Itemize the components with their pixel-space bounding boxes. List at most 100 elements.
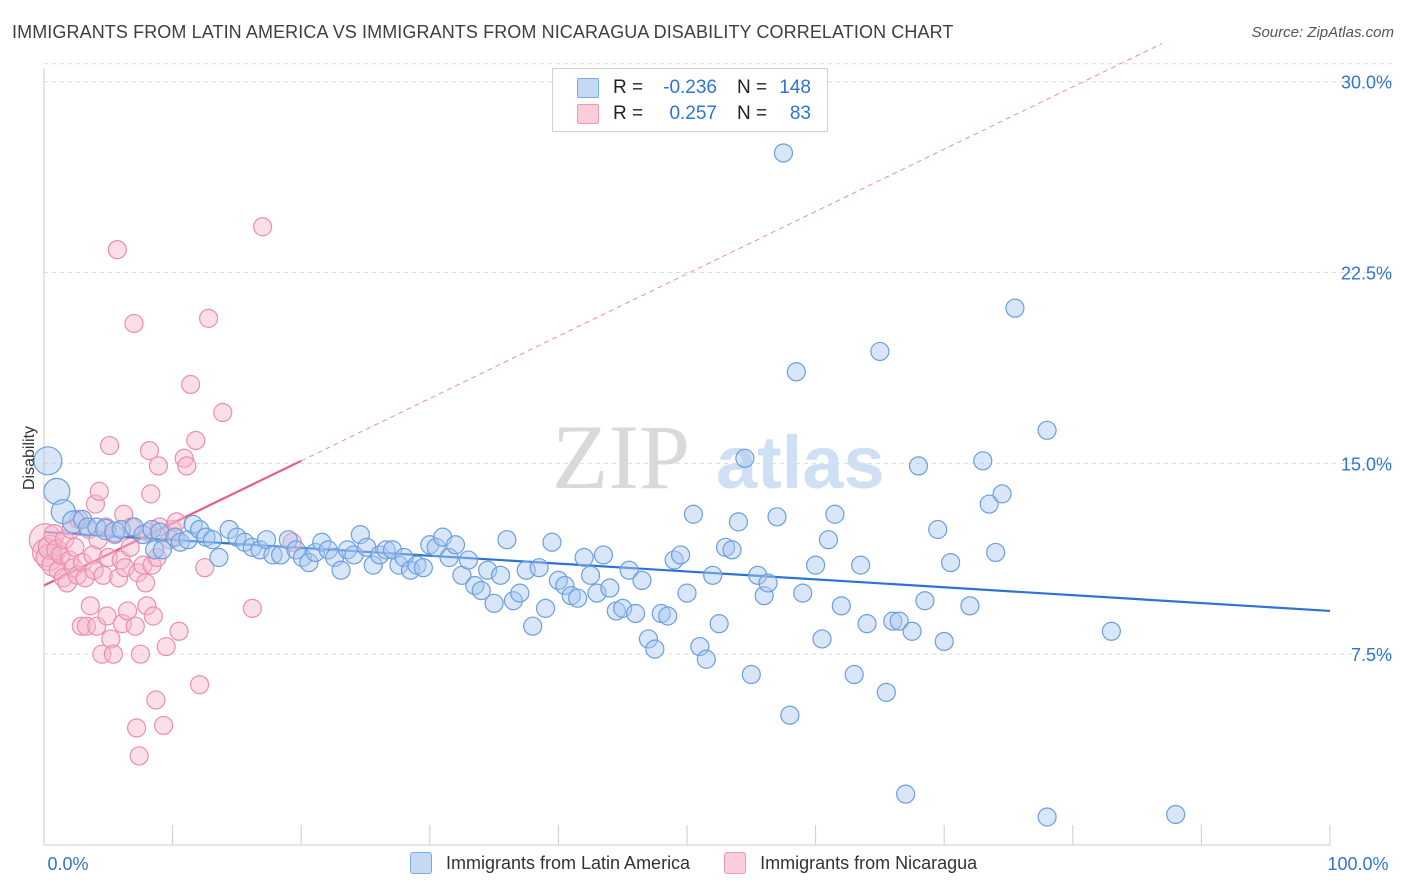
latin-america-point-64 (484, 593, 504, 613)
nicaragua-point-33 (97, 606, 117, 626)
nicaragua-point-27 (87, 616, 107, 636)
nicaragua-point-58 (139, 441, 160, 461)
nicaragua-point-56 (137, 596, 157, 616)
latin-america-point-0 (33, 446, 63, 476)
nicaragua-point-21 (76, 616, 97, 636)
latin-america-point-34 (292, 547, 313, 568)
trend-line-nicaragua-extension (300, 43, 1163, 462)
n-value: 148 (779, 77, 811, 98)
nicaragua-point-29 (89, 481, 109, 501)
latin-america-point-7 (95, 518, 117, 541)
latin-america-point-94 (677, 583, 697, 603)
nicaragua-point-24 (83, 545, 103, 565)
latin-america-point-84 (613, 598, 633, 618)
watermark-zip: ZIP (552, 406, 690, 508)
nicaragua-point-49 (125, 616, 145, 636)
latin-america-point-99 (709, 614, 729, 634)
nicaragua-point-30 (92, 644, 112, 664)
latin-america-point-22 (202, 530, 223, 550)
latin-america-point-106 (754, 586, 774, 606)
stats-row-nicaragua: R = 0.257 N = 83 (577, 102, 811, 126)
latin-america-point-75 (555, 575, 575, 596)
latin-america-point-91 (658, 606, 678, 626)
nicaragua-point-25 (84, 560, 104, 580)
y-tick-label-3: 30.0% (1341, 73, 1392, 93)
latin-america-point-138 (1037, 420, 1057, 440)
latin-america-point-114 (812, 629, 832, 649)
latin-america-point-124 (889, 611, 909, 631)
watermark-atlas: atlas (716, 421, 885, 504)
latin-america-point-77 (568, 588, 588, 608)
nicaragua-point-52 (129, 746, 149, 766)
nicaragua-point-74 (181, 374, 201, 395)
latin-america-point-95 (683, 504, 704, 524)
latin-america-point-139 (1037, 807, 1057, 827)
latin-america-point-85 (619, 560, 639, 580)
latin-america-point-19 (183, 514, 203, 535)
latin-america-point-110 (780, 705, 800, 725)
latin-america-point-123 (883, 611, 903, 631)
latin-america-point-71 (529, 558, 549, 578)
latin-america-point-140 (1101, 621, 1121, 641)
chart-title: IMMIGRANTS FROM LATIN AMERICA VS IMMIGRA… (12, 22, 954, 42)
latin-america-point-103 (735, 448, 755, 468)
nicaragua-point-64 (148, 456, 169, 476)
latin-america-point-70 (523, 616, 543, 636)
latin-america-point-1 (43, 477, 71, 505)
swatch-pink (577, 104, 599, 124)
latin-america-point-131 (941, 552, 961, 573)
latin-america-point-93 (670, 545, 691, 565)
latin-america-point-47 (376, 540, 396, 560)
latin-america-point-134 (979, 494, 999, 514)
nicaragua-point-23 (80, 596, 100, 616)
latin-america-point-66 (497, 530, 517, 550)
latin-america-point-89 (645, 639, 665, 659)
stats-legend: R = -0.236 N = 148 R = 0.257 N = 83 (552, 68, 828, 132)
nicaragua-point-26 (85, 494, 106, 514)
axes (43, 68, 1331, 846)
latin-america-point-32 (278, 530, 298, 550)
y-tick-label-2: 22.5% (1341, 264, 1392, 284)
latin-america-point-125 (896, 784, 916, 804)
nicaragua-point-70 (166, 512, 187, 532)
latin-america-point-117 (831, 596, 851, 616)
latin-america-point-33 (286, 540, 306, 560)
nicaragua-point-35 (99, 435, 120, 456)
r-label: R = (613, 77, 644, 98)
nicaragua-point-77 (195, 558, 215, 578)
n-label: N = (737, 103, 768, 124)
r-value: -0.236 (663, 77, 717, 98)
latin-america-point-82 (600, 578, 620, 598)
latin-america-point-108 (767, 507, 787, 527)
x-tick-label-1: 100.0% (1327, 854, 1388, 874)
latin-america-point-105 (748, 565, 768, 585)
r-label: R = (613, 103, 644, 124)
stats-row-latin-america: R = -0.236 N = 148 (577, 76, 811, 100)
latin-america-point-127 (908, 456, 929, 476)
latin-america-point-65 (490, 565, 511, 585)
latin-america-point-104 (741, 664, 761, 685)
nicaragua-point-62 (146, 690, 166, 710)
nicaragua-point-45 (117, 601, 138, 621)
nicaragua-point-48 (124, 313, 144, 334)
swatch-pink (724, 852, 747, 874)
nicaragua-point-53 (130, 644, 151, 664)
legend-label: Immigrants from Latin America (446, 852, 691, 873)
nicaragua-point-36 (101, 629, 121, 649)
latin-america-point-112 (793, 583, 813, 603)
latin-america-point-132 (960, 596, 980, 616)
nicaragua-point-78 (199, 308, 219, 328)
latin-america-point-98 (703, 565, 723, 585)
swatch-blue (577, 78, 599, 98)
legend-label: Immigrants from Nicaragua (760, 852, 978, 873)
latin-america-point-107 (758, 573, 778, 593)
latin-america-point-67 (503, 591, 523, 611)
latin-america-point-135 (986, 542, 1006, 563)
latin-america-point-116 (825, 504, 845, 524)
latin-america-point-20 (190, 519, 210, 540)
swatch-blue (410, 852, 432, 874)
latin-america-point-126 (902, 621, 922, 641)
latin-america-point-137 (1005, 298, 1025, 318)
latin-america-point-37 (312, 532, 332, 552)
